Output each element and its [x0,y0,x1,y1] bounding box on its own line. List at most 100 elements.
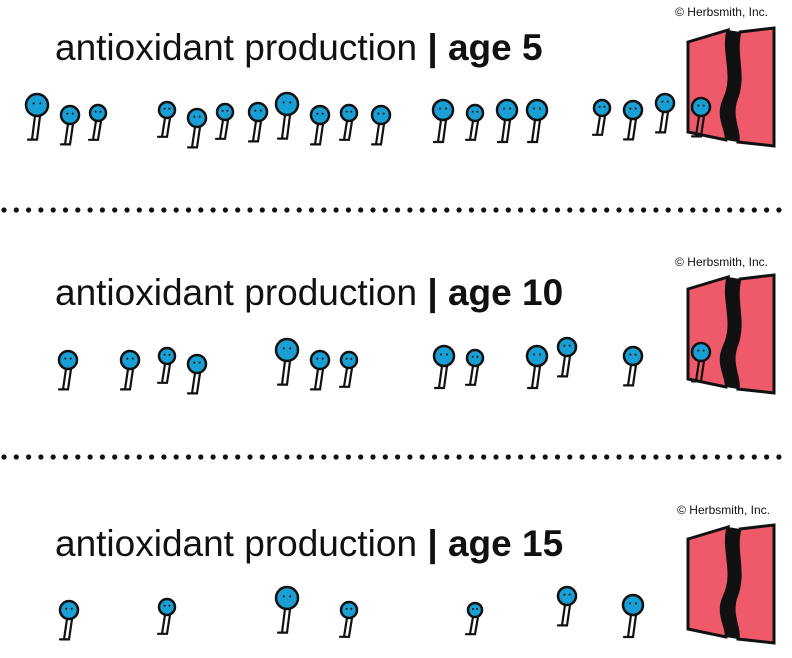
eye [198,361,201,364]
dot [554,207,561,213]
dot [579,454,585,460]
dot [444,454,450,460]
head [119,349,141,371]
legs [496,118,512,144]
legs [247,119,263,143]
head [525,344,549,368]
eye [635,602,637,605]
dot [468,207,474,213]
door-right [732,523,776,645]
head [622,345,644,367]
dot [161,454,167,460]
eye [65,607,68,610]
dot [653,207,659,213]
dot [395,454,401,460]
dot [173,207,179,213]
head [339,350,359,370]
head [57,349,79,371]
dot [714,454,721,460]
antioxidant-figure [556,336,578,378]
dot [136,207,142,213]
dot [124,454,130,460]
dot [112,207,118,213]
dot [702,207,708,213]
legs [526,364,542,390]
dot [604,454,610,460]
dot [567,207,573,213]
eye [471,110,474,113]
dot [235,207,241,213]
antioxidant-figure [214,102,235,140]
dot [210,454,216,460]
legs [464,364,480,386]
eye [198,115,201,118]
legs [309,367,325,391]
eye [289,101,292,104]
dot [50,207,56,213]
legs [622,363,638,387]
head [309,104,331,126]
head [690,341,712,363]
antioxidant-figure [431,98,455,144]
eye [629,353,632,356]
eye [661,100,664,103]
dot [677,207,684,213]
legs [156,362,172,384]
antioxidant-figure [464,601,484,636]
dot [751,207,757,213]
dot [345,207,351,213]
dot [13,207,19,213]
antioxidant-figure [156,100,177,138]
dot [382,454,388,460]
head [525,98,549,122]
dot [247,454,253,460]
dot [259,454,265,460]
dot [751,454,757,460]
antioxidant-figure [591,98,612,136]
eye [382,112,385,115]
eye [163,353,166,356]
label: antioxidant production [55,272,417,313]
legs [338,616,354,638]
antioxidant-figure [464,103,485,141]
dot [493,454,499,460]
antioxidant-figure [186,353,208,395]
copyright: © Herbsmith, Inc. [675,5,768,19]
dot [444,207,450,213]
door-left [686,524,731,639]
dot [308,207,315,213]
dot [542,207,548,213]
dot [665,207,671,213]
dot [87,454,93,460]
eye [66,112,69,115]
antioxidant-figure [525,98,549,144]
separator: | [427,523,437,565]
legs [622,117,638,141]
legs [690,359,706,383]
eye [634,107,637,110]
eye [666,100,669,103]
dot [641,454,647,460]
age: age 15 [448,523,563,564]
dot [259,207,265,213]
dot [518,207,524,213]
eye [539,353,541,356]
dot [407,207,413,213]
eye [629,602,631,605]
antioxidant-figure [274,585,300,634]
age: age 5 [448,27,543,68]
eye [168,107,171,110]
legs [276,359,292,386]
head [274,91,300,117]
dot [628,454,634,460]
eye [94,110,97,113]
panel-title: antioxidant production | age 5 [55,27,543,69]
antioxidant-figure [432,344,456,390]
dot [702,454,708,460]
legs [526,118,542,144]
antioxidant-figure [156,597,177,635]
dot [75,207,81,213]
dot [222,207,228,213]
legs [87,119,103,141]
antioxidant-figure [58,599,80,641]
